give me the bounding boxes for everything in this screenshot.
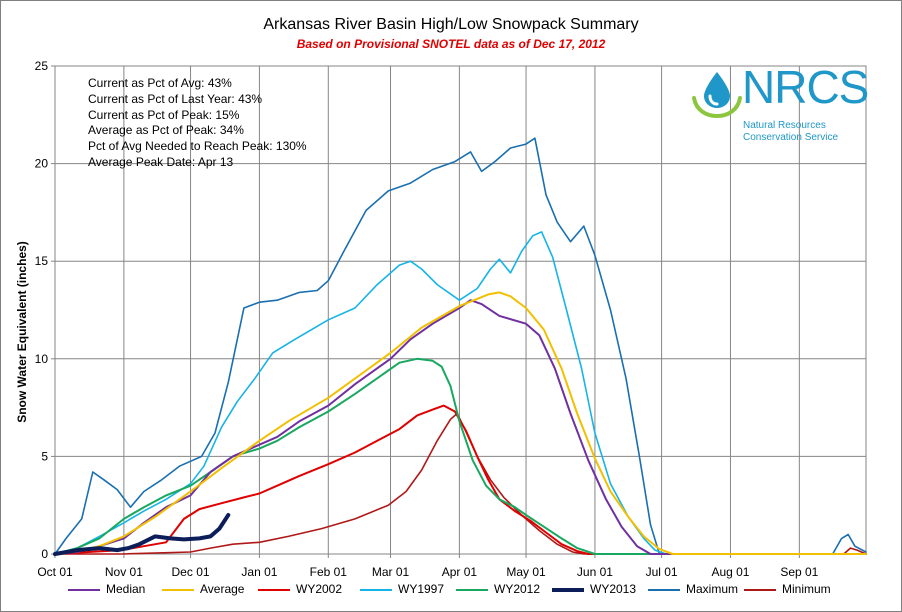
nrcs-logo: NRCS Natural Resources Conservation Serv… bbox=[692, 61, 869, 158]
stat-line: Current as Pct of Peak: 15% bbox=[88, 107, 240, 122]
y-tick-label: 5 bbox=[41, 449, 48, 463]
legend-swatch bbox=[552, 587, 584, 592]
legend-item-maximum: Maximum bbox=[648, 582, 738, 602]
x-tick-label: Nov 01 bbox=[105, 565, 143, 579]
series-line-minimum bbox=[54, 412, 867, 555]
x-tick-label: Mar 01 bbox=[372, 565, 410, 579]
legend-item-wy1997: WY1997 bbox=[360, 582, 444, 602]
legend-swatch bbox=[648, 588, 680, 591]
water-drop-logo-icon bbox=[692, 72, 742, 118]
stat-line: Pct of Avg Needed to Reach Peak: 130% bbox=[88, 139, 307, 154]
legend-item-median: Median bbox=[68, 582, 145, 602]
series-line-maximum bbox=[54, 137, 867, 555]
series-line-wy2013 bbox=[53, 513, 231, 556]
legend-label: WY2002 bbox=[296, 582, 343, 596]
x-tick-label: Dec 01 bbox=[172, 565, 210, 579]
x-tick-label: Jul 01 bbox=[646, 565, 678, 579]
legend-label: Average bbox=[200, 582, 245, 596]
legend-swatch bbox=[258, 588, 290, 591]
x-tick-label: Sep 01 bbox=[780, 565, 818, 579]
series-line-wy1997 bbox=[54, 231, 867, 555]
y-tick-label: 10 bbox=[35, 352, 49, 366]
x-tick-label: Feb 01 bbox=[310, 565, 348, 579]
legend-swatch bbox=[162, 588, 194, 591]
legend-item-average: Average bbox=[162, 582, 244, 602]
series-line-wy2012 bbox=[54, 357, 867, 555]
legend-swatch bbox=[360, 588, 392, 591]
logo-sub-line: Conservation Service bbox=[743, 132, 839, 143]
logo-wordmark: NRCS bbox=[742, 61, 869, 113]
x-tick-label: Oct 01 bbox=[37, 565, 73, 579]
stat-line: Current as Pct of Avg: 43% bbox=[88, 76, 232, 90]
stat-line: Average Peak Date: Apr 13 bbox=[88, 154, 234, 169]
legend-swatch bbox=[68, 588, 100, 591]
series-line-wy2002 bbox=[54, 404, 867, 555]
stat-line: Average as Pct of Peak: 34% bbox=[88, 123, 244, 138]
x-tick-label: Aug 01 bbox=[711, 565, 749, 579]
legend-label: Median bbox=[106, 582, 146, 596]
series-line-average bbox=[54, 291, 867, 555]
x-tick-label: Apr 01 bbox=[442, 565, 478, 579]
legend-label: Maximum bbox=[686, 582, 739, 596]
legend-item-wy2012: WY2012 bbox=[456, 582, 540, 602]
chart-title: Arkansas River Basin High/Low Snowpack S… bbox=[263, 16, 639, 33]
y-tick-label: 0 bbox=[41, 547, 48, 561]
legend-label: Minimum bbox=[782, 582, 831, 596]
legend-item-minimum: Minimum bbox=[744, 582, 831, 602]
legend-item-wy2013: WY2013 bbox=[552, 582, 636, 602]
y-tick-label: 25 bbox=[35, 59, 49, 73]
x-tick-label: May 01 bbox=[506, 565, 546, 579]
y-tick-label: 15 bbox=[35, 254, 49, 268]
y-tick-label: 20 bbox=[35, 157, 49, 171]
x-tick-label: Jan 01 bbox=[241, 565, 277, 579]
legend-label: WY2012 bbox=[494, 582, 541, 596]
x-tick-label: Jun 01 bbox=[577, 565, 613, 579]
stat-line: Current as Pct of Last Year: 43% bbox=[88, 91, 263, 106]
chart-subtitle: Based on Provisional SNOTEL data as of D… bbox=[296, 37, 606, 51]
stats-annotations: Current as Pct of Avg: 43% Current as Pc… bbox=[88, 76, 307, 171]
legend-swatch bbox=[744, 588, 776, 591]
legend-label: WY1997 bbox=[398, 582, 445, 596]
logo-subtitle: Natural Resources Conservation Service bbox=[743, 120, 838, 144]
legend-swatch bbox=[456, 588, 488, 591]
logo-sub-line: Natural Resources bbox=[743, 120, 826, 131]
legend-item-wy2002: WY2002 bbox=[258, 582, 342, 602]
legend-label: WY2013 bbox=[590, 582, 637, 596]
chart-legend: Median Average WY2002 WY1997 WY2012 WY2013 Max… bbox=[68, 582, 868, 602]
series-line-median bbox=[54, 299, 867, 555]
